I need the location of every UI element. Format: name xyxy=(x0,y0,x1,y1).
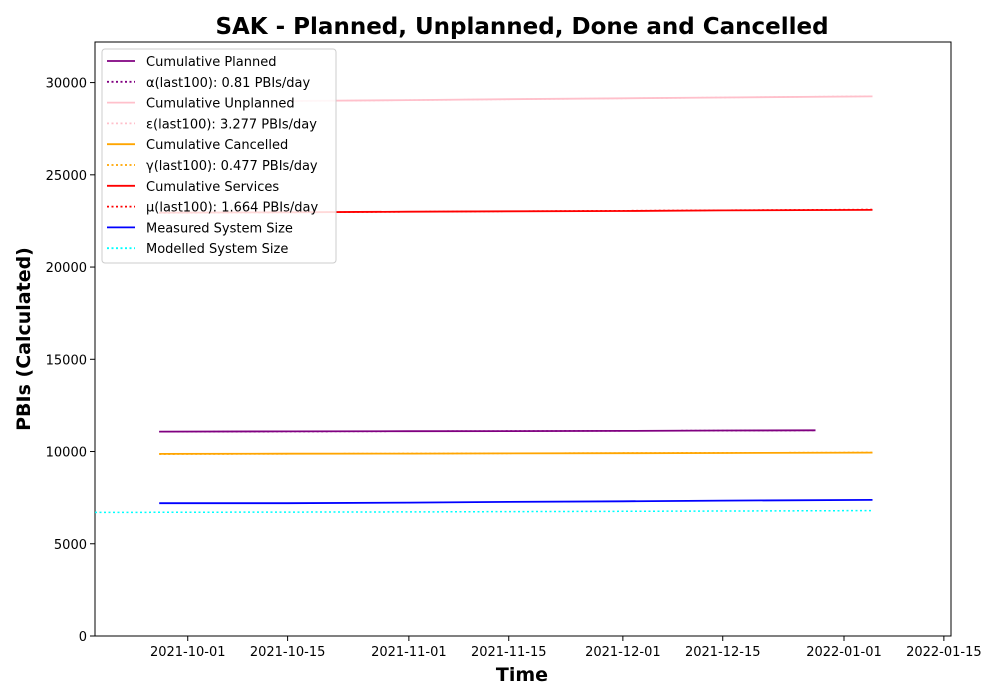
x-tick-label: 2021-12-01 xyxy=(585,645,661,660)
legend-label-2: Cumulative Unplanned xyxy=(146,97,295,112)
legend-label-8: Measured System Size xyxy=(146,221,293,236)
x-tick-label: 2021-11-01 xyxy=(371,645,447,660)
legend-label-0: Cumulative Planned xyxy=(146,55,276,70)
legend-label-5: γ(last100): 0.477 PBIs/day xyxy=(146,159,318,174)
legend-label-4: Cumulative Cancelled xyxy=(146,138,288,153)
chart-title: SAK - Planned, Unplanned, Done and Cance… xyxy=(215,14,828,40)
y-tick-label: 5000 xyxy=(54,538,87,553)
x-axis: 2021-10-01 2021-10-15 2021-11-01 2021-11-15… xyxy=(150,636,982,660)
series-line-3 xyxy=(287,95,873,102)
y-tick-label: 0 xyxy=(79,630,87,645)
series-line-8 xyxy=(159,499,873,505)
y-axis: 0 5000 10000 15000 20000 25000 30000 xyxy=(46,77,95,645)
legend-label-7: μ(last100): 1.664 PBIs/day xyxy=(146,201,318,216)
legend-label-3: ε(last100): 3.277 PBIs/day xyxy=(146,117,317,132)
x-tick-label: 2021-11-15 xyxy=(471,645,547,660)
y-tick-label: 30000 xyxy=(46,77,87,92)
series-line-9 xyxy=(94,509,873,514)
legend: Cumulative Planned α(last100): 0.81 PBIs/… xyxy=(101,48,337,264)
series-line-5 xyxy=(159,451,873,455)
legend-label-1: α(last100): 0.81 PBIs/day xyxy=(146,76,311,91)
series-line-1 xyxy=(159,429,816,433)
legend-label-6: Cumulative Services xyxy=(146,180,279,195)
x-tick-label: 2021-10-01 xyxy=(150,645,226,660)
y-tick-label: 25000 xyxy=(46,169,87,184)
y-tick-label: 10000 xyxy=(46,446,87,461)
y-axis-label: PBIs (Calculated) xyxy=(13,247,35,431)
legend-label-9: Modelled System Size xyxy=(146,242,288,257)
x-tick-label: 2021-12-15 xyxy=(685,645,761,660)
legend-box xyxy=(101,48,337,264)
x-axis-label: Time xyxy=(496,664,548,686)
y-tick-label: 15000 xyxy=(46,353,87,368)
x-tick-label: 2022-01-01 xyxy=(806,645,882,660)
y-tick-label: 20000 xyxy=(46,261,87,276)
x-tick-label: 2022-01-15 xyxy=(906,645,982,660)
x-tick-label: 2021-10-15 xyxy=(250,645,326,660)
